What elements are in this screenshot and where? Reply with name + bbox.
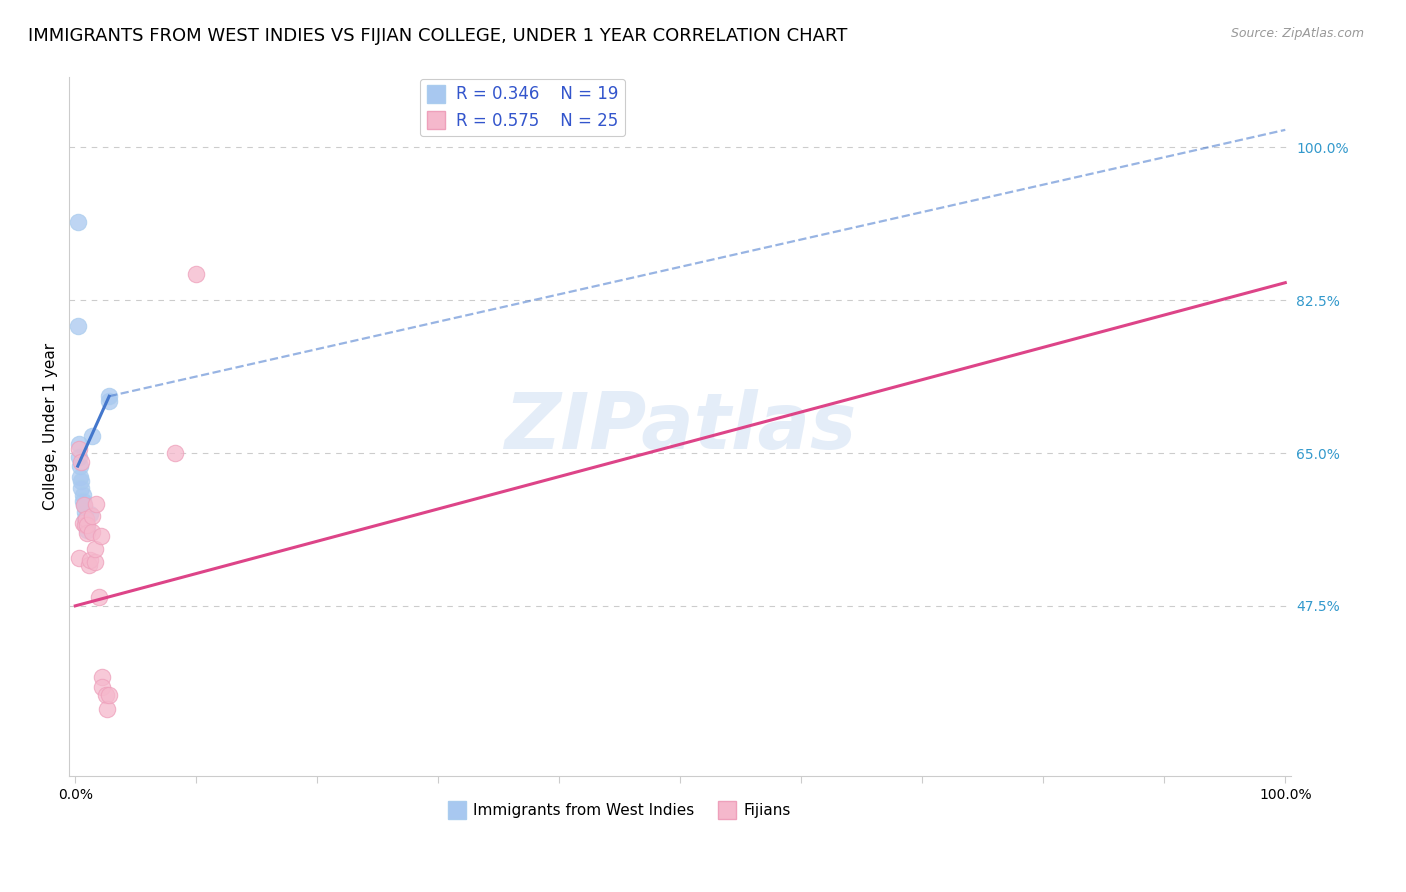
Point — [76, 517, 98, 532]
Point — [79, 507, 101, 521]
Point — [69, 470, 91, 484]
Point — [72, 516, 94, 530]
Point — [77, 558, 100, 572]
Point — [67, 550, 90, 565]
Point — [70, 481, 93, 495]
Point — [94, 688, 117, 702]
Point — [89, 590, 111, 604]
Point — [73, 504, 96, 518]
Point — [90, 529, 112, 543]
Point — [186, 267, 208, 281]
Point — [79, 552, 101, 566]
Point — [67, 437, 90, 451]
Point — [76, 526, 98, 541]
Point — [83, 555, 105, 569]
Point — [70, 474, 93, 488]
Point — [70, 455, 93, 469]
Point — [90, 671, 112, 685]
Point — [82, 508, 104, 523]
Y-axis label: College, Under 1 year: College, Under 1 year — [44, 343, 58, 510]
Legend: Immigrants from West Indies, Fijians: Immigrants from West Indies, Fijians — [441, 797, 797, 824]
Point — [98, 389, 121, 403]
Point — [82, 428, 104, 442]
Point — [67, 442, 90, 456]
Point — [96, 702, 118, 716]
Point — [72, 494, 94, 508]
Point — [90, 680, 112, 694]
Point — [67, 450, 90, 465]
Point — [76, 523, 98, 537]
Point — [66, 319, 89, 334]
Point — [73, 517, 96, 532]
Point — [69, 459, 91, 474]
Point — [98, 688, 121, 702]
Point — [82, 524, 104, 539]
Text: Source: ZipAtlas.com: Source: ZipAtlas.com — [1230, 27, 1364, 40]
Point — [98, 393, 121, 408]
Point — [66, 214, 89, 228]
Point — [72, 488, 94, 502]
Point — [75, 511, 97, 525]
Point — [75, 517, 97, 532]
Point — [163, 446, 186, 460]
Text: IMMIGRANTS FROM WEST INDIES VS FIJIAN COLLEGE, UNDER 1 YEAR CORRELATION CHART: IMMIGRANTS FROM WEST INDIES VS FIJIAN CO… — [28, 27, 848, 45]
Text: ZIPatlas: ZIPatlas — [505, 389, 856, 465]
Point — [73, 499, 96, 513]
Point — [73, 511, 96, 525]
Point — [73, 499, 96, 513]
Point — [84, 497, 107, 511]
Point — [83, 542, 105, 557]
